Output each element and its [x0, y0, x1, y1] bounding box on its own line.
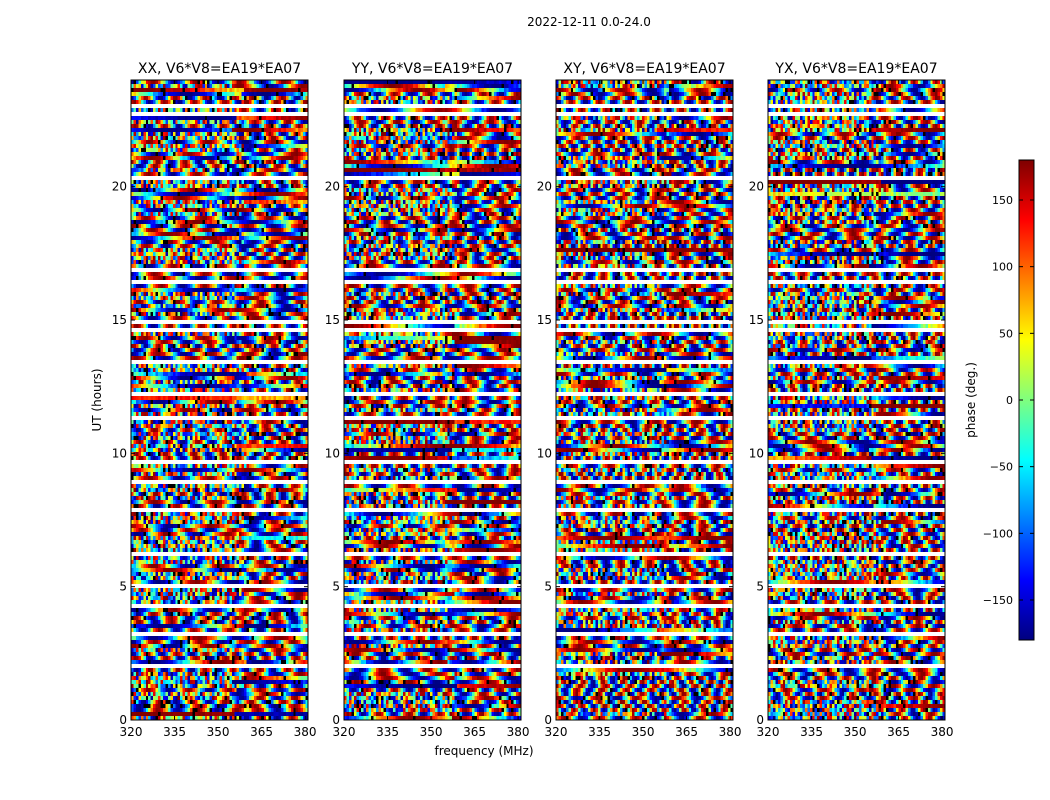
- phase-heatmap: [344, 80, 521, 720]
- x-tick-label: 365: [463, 725, 486, 739]
- panels-layer: XX, V6*V8=EA19*EA07 320 335 350 365 380 0 5 10 15…: [112, 61, 954, 739]
- x-tick-label: 320: [545, 725, 568, 739]
- panel-yy: YY, V6*V8=EA19*EA07 320 335 350 365 380 0 5 10 15…: [325, 61, 530, 739]
- panel-title: XX, V6*V8=EA19*EA07: [138, 61, 301, 77]
- panel-title: YX, V6*V8=EA19*EA07: [774, 61, 937, 77]
- x-tick-label: 350: [420, 725, 443, 739]
- y-tick-label: 10: [325, 446, 340, 460]
- axes-frame: [767, 79, 946, 721]
- y-tick-label: 20: [325, 180, 340, 194]
- panel-xx: XX, V6*V8=EA19*EA07 320 335 350 365 380 0 5 10 15…: [112, 61, 317, 739]
- x-tick-label: 365: [250, 725, 273, 739]
- y-tick-label: 15: [112, 313, 127, 327]
- x-tick-label: 350: [844, 725, 867, 739]
- colorbar-tick-label: 50: [999, 327, 1013, 340]
- colorbar-tick-label: −150: [983, 594, 1013, 607]
- x-tick-label: 335: [376, 725, 399, 739]
- y-tick-label: 20: [112, 180, 127, 194]
- colorbar-tick-label: 100: [992, 261, 1013, 274]
- axes-frame: [555, 79, 734, 721]
- axes-frame: [130, 79, 309, 721]
- y-tick-label: 0: [119, 713, 127, 727]
- y-tick-label: 0: [756, 713, 764, 727]
- y-tick-label: 10: [112, 446, 127, 460]
- phase-heatmap: [131, 80, 308, 720]
- x-tick-label: 380: [294, 725, 317, 739]
- y-tick-label: 15: [537, 313, 552, 327]
- x-axis-label: frequency (MHz): [434, 744, 533, 758]
- x-tick-label: 380: [931, 725, 954, 739]
- y-tick-label: 10: [749, 446, 764, 460]
- phase-heatmap: [768, 80, 945, 720]
- figure-title: 2022-12-11 0.0-24.0: [527, 15, 651, 29]
- x-tick-label: 365: [887, 725, 910, 739]
- phase-heatmap: [556, 80, 733, 720]
- colorbar-label: phase (deg.): [964, 362, 978, 438]
- x-tick-label: 365: [675, 725, 698, 739]
- y-tick-label: 0: [544, 713, 552, 727]
- x-tick-label: 335: [800, 725, 823, 739]
- x-tick-label: 320: [120, 725, 143, 739]
- y-tick-label: 5: [332, 580, 340, 594]
- y-tick-label: 20: [537, 180, 552, 194]
- x-tick-label: 380: [719, 725, 742, 739]
- panel-yx: YX, V6*V8=EA19*EA07 320 335 350 365 380 0 5 10 15…: [749, 61, 954, 739]
- colorbar-tick-label: −50: [990, 461, 1013, 474]
- y-tick-label: 5: [756, 580, 764, 594]
- x-tick-label: 380: [507, 725, 530, 739]
- y-tick-label: 15: [325, 313, 340, 327]
- y-tick-label: 5: [119, 580, 127, 594]
- panel-title: YY, V6*V8=EA19*EA07: [351, 61, 513, 77]
- y-tick-label: 10: [537, 446, 552, 460]
- axes-frame: [343, 79, 522, 721]
- x-tick-label: 320: [757, 725, 780, 739]
- y-tick-label: 20: [749, 180, 764, 194]
- colorbar: 150 100 50 0 −50 −100 −150: [983, 159, 1035, 641]
- x-tick-label: 335: [588, 725, 611, 739]
- x-tick-label: 320: [333, 725, 356, 739]
- panel-xy: XY, V6*V8=EA19*EA07 320 335 350 365 380 0 5 10 15…: [537, 61, 742, 739]
- y-tick-label: 0: [332, 713, 340, 727]
- colorbar-tick-label: −100: [983, 527, 1013, 540]
- x-tick-label: 335: [163, 725, 186, 739]
- y-tick-label: 15: [749, 313, 764, 327]
- colorbar-tick-label: 0: [1006, 394, 1013, 407]
- panel-title: XY, V6*V8=EA19*EA07: [563, 61, 725, 77]
- x-tick-label: 350: [207, 725, 230, 739]
- y-axis-label: UT (hours): [90, 368, 104, 431]
- x-tick-label: 350: [632, 725, 655, 739]
- colorbar-tick-label: 150: [992, 194, 1013, 207]
- y-tick-label: 5: [544, 580, 552, 594]
